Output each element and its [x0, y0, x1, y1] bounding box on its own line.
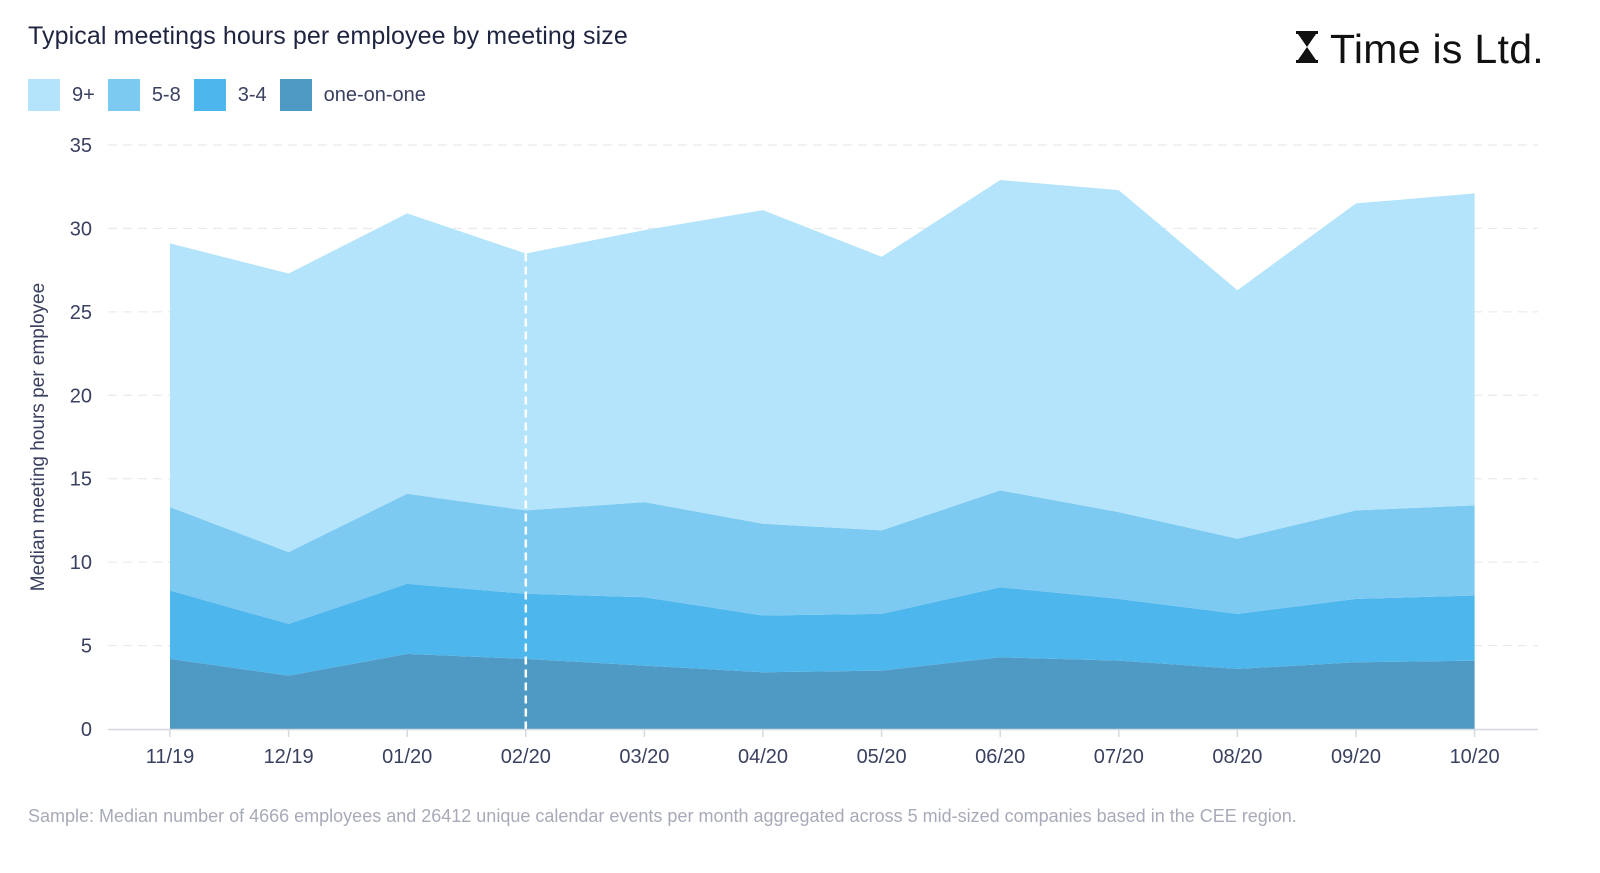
legend-label: 3-4 — [237, 83, 267, 106]
chart-legend: 9+ 5-8 3-4 one-on-one — [28, 79, 439, 111]
area-series-3-4 — [170, 583, 1475, 676]
x-tick-label: 06/20 — [975, 746, 1025, 768]
footnote: Sample: Median number of 4666 employees … — [28, 806, 1297, 826]
legend-swatch — [193, 79, 226, 111]
x-tick-label: 01/20 — [382, 746, 432, 768]
hourglass-icon — [1296, 31, 1319, 68]
x-tick-label: 11/19 — [146, 746, 195, 768]
legend-item: one-on-one — [279, 79, 426, 111]
x-tick-label: 07/20 — [1094, 746, 1144, 768]
x-tick-label: 05/20 — [857, 746, 907, 768]
x-tick-label: 02/20 — [501, 746, 551, 768]
y-tick-label: 15 — [70, 469, 92, 491]
y-tick-label: 10 — [70, 552, 92, 574]
legend-label: 9+ — [72, 83, 95, 106]
y-tick-label: 30 — [70, 218, 92, 240]
legend-label: 5-8 — [151, 83, 181, 106]
x-tick-label: 03/20 — [619, 746, 669, 768]
legend-item: 9+ — [28, 79, 95, 111]
legend-swatch — [107, 79, 140, 111]
x-tick-label: 09/20 — [1331, 746, 1381, 768]
x-tick-label: 08/20 — [1212, 746, 1262, 768]
y-tick-label: 0 — [81, 719, 92, 741]
legend-label: one-on-one — [323, 83, 426, 106]
brand-name: Time is Ltd. — [1330, 26, 1544, 72]
y-tick-label: 35 — [70, 135, 92, 157]
legend-item: 5-8 — [107, 79, 181, 111]
area-series-one-on-one — [170, 653, 1475, 729]
x-tick-label: 04/20 — [738, 746, 788, 768]
stacked-area-chart: 0 5 10 15 20 25 30 35 11/19 12/19 01/20 02/20 03/20 0… — [28, 135, 1538, 768]
y-tick-label: 25 — [70, 302, 92, 324]
area-series-5-8 — [170, 490, 1475, 624]
x-tick-label: 10/20 — [1450, 746, 1500, 768]
y-tick-label: 20 — [70, 385, 92, 407]
y-axis-title: Median meeting hours per employee — [28, 283, 49, 591]
legend-swatch — [279, 79, 312, 111]
legend-item: 3-4 — [193, 79, 267, 111]
x-tick-label: 12/19 — [264, 746, 314, 768]
y-tick-label: 5 — [81, 636, 92, 658]
legend-swatch — [28, 79, 60, 111]
brand-logo: Time is Ltd. — [1296, 26, 1544, 73]
chart-title: Typical meetings hours per employee by m… — [28, 22, 628, 50]
area-series-9- — [170, 180, 1475, 553]
